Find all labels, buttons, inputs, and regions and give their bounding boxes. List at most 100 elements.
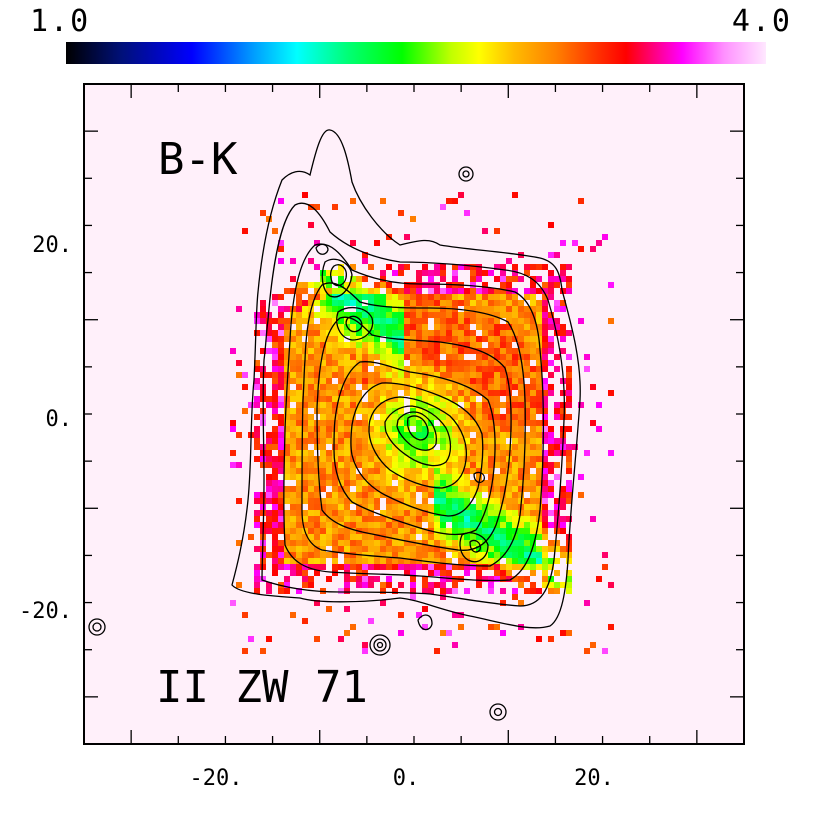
color-pixel: [380, 456, 386, 462]
color-pixel: [350, 294, 356, 300]
color-pixel: [266, 582, 272, 588]
color-pixel: [332, 324, 338, 330]
color-pixel: [392, 354, 398, 360]
color-pixel: [302, 558, 308, 564]
color-pixel: [536, 522, 542, 528]
color-pixel: [494, 354, 500, 360]
color-pixel: [302, 552, 308, 558]
color-pixel: [386, 384, 392, 390]
color-pixel: [464, 492, 470, 498]
color-pixel: [440, 312, 446, 318]
color-pixel: [392, 384, 398, 390]
color-pixel: [338, 510, 344, 516]
color-pixel: [284, 414, 290, 420]
color-pixel: [482, 402, 488, 408]
color-pixel: [374, 456, 380, 462]
x-tick-label: 0.: [393, 766, 420, 791]
color-pixel: [506, 486, 512, 492]
color-pixel: [308, 552, 314, 558]
color-pixel: [314, 468, 320, 474]
color-pixel: [386, 528, 392, 534]
color-pixel: [308, 522, 314, 528]
color-pixel: [506, 402, 512, 408]
color-pixel: [476, 438, 482, 444]
color-pixel: [338, 402, 344, 408]
color-pixel: [362, 420, 368, 426]
color-pixel: [530, 318, 536, 324]
color-pixel: [308, 378, 314, 384]
color-pixel: [404, 312, 410, 318]
color-pixel: [476, 546, 482, 552]
color-pixel: [506, 540, 512, 546]
color-pixel: [380, 366, 386, 372]
color-pixel: [500, 432, 506, 438]
color-pixel: [386, 540, 392, 546]
color-pixel: [416, 450, 422, 456]
color-pixel: [536, 312, 542, 318]
color-pixel: [314, 354, 320, 360]
color-pixel: [296, 546, 302, 552]
color-pixel: [416, 270, 422, 276]
color-pixel: [434, 582, 440, 588]
color-pixel: [434, 408, 440, 414]
color-pixel: [434, 558, 440, 564]
color-pixel: [548, 342, 554, 348]
color-pixel: [494, 276, 500, 282]
color-pixel: [440, 384, 446, 390]
color-pixel: [392, 378, 398, 384]
color-pixel: [410, 546, 416, 552]
color-pixel: [350, 450, 356, 456]
color-pixel: [410, 360, 416, 366]
color-pixel: [278, 402, 284, 408]
contour-knot-b2: [345, 315, 363, 333]
color-pixel: [416, 438, 422, 444]
color-pixel: [332, 570, 338, 576]
color-pixel: [296, 474, 302, 480]
color-pixel: [356, 504, 362, 510]
color-pixel: [464, 516, 470, 522]
color-pixel: [386, 432, 392, 438]
color-pixel: [380, 348, 386, 354]
color-pixel: [494, 300, 500, 306]
color-pixel: [404, 552, 410, 558]
color-pixel: [254, 564, 260, 570]
color-pixel: [458, 360, 464, 366]
color-pixel: [476, 486, 482, 492]
color-pixel: [464, 408, 470, 414]
color-pixel: [410, 474, 416, 480]
color-pixel: [500, 366, 506, 372]
color-pixel: [368, 504, 374, 510]
color-pixel: [398, 330, 404, 336]
color-pixel: [368, 462, 374, 468]
color-pixel: [284, 516, 290, 522]
color-pixel: [512, 558, 518, 564]
color-pixel: [374, 366, 380, 372]
color-pixel: [296, 540, 302, 546]
color-pixel: [512, 366, 518, 372]
color-pixel: [374, 342, 380, 348]
color-pixel: [260, 300, 266, 306]
color-pixel: [362, 534, 368, 540]
color-pixel: [272, 438, 278, 444]
color-pixel: [428, 336, 434, 342]
color-pixel: [542, 474, 548, 480]
color-pixel: [590, 384, 596, 390]
color-pixel: [302, 450, 308, 456]
color-pixel: [272, 372, 278, 378]
color-pixel: [524, 534, 530, 540]
color-pixel: [368, 444, 374, 450]
color-pixel: [536, 396, 542, 402]
color-pixel: [374, 336, 380, 342]
color-pixel: [308, 450, 314, 456]
color-pixel: [554, 450, 560, 456]
color-pixel: [458, 528, 464, 534]
color-pixel: [464, 480, 470, 486]
color-pixel: [452, 468, 458, 474]
color-pixel: [272, 384, 278, 390]
color-pixel: [332, 366, 338, 372]
color-pixel: [512, 504, 518, 510]
color-pixel: [254, 402, 260, 408]
color-pixel: [524, 420, 530, 426]
color-pixel: [254, 456, 260, 462]
color-pixel: [278, 564, 284, 570]
